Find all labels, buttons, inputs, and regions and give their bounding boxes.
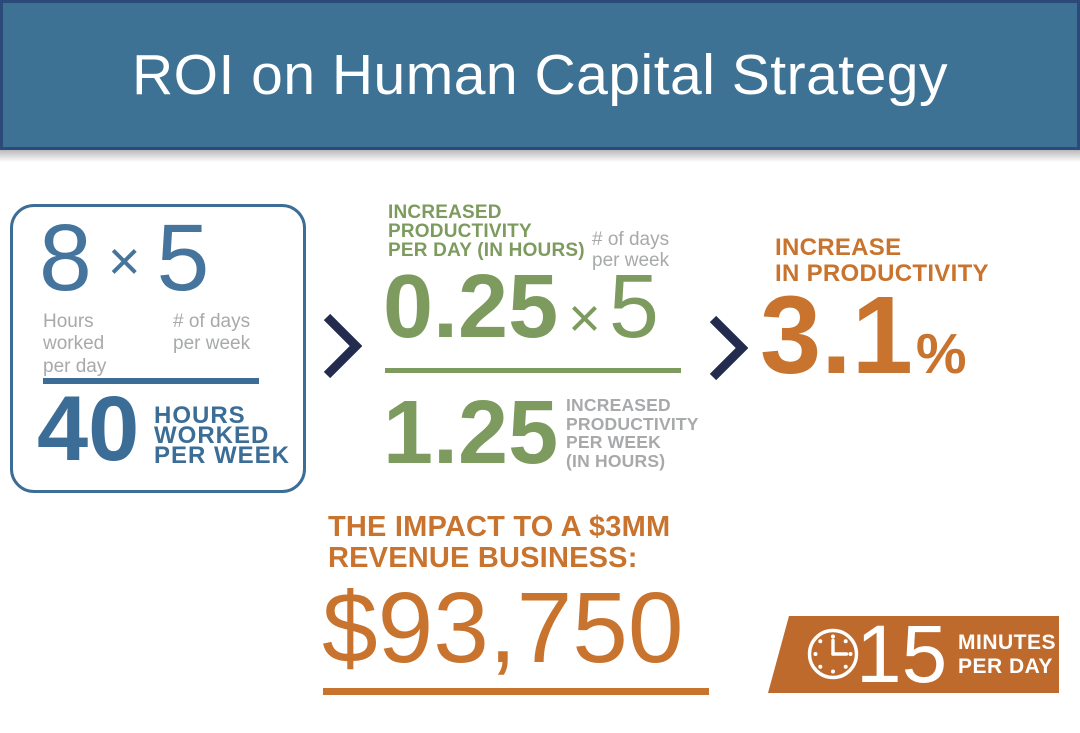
increased-productivity-per-day-label: INCREASED PRODUCTIVITY PER DAY (IN HOURS…: [388, 202, 585, 261]
impact-dollar-value: $93,750: [322, 572, 684, 684]
increase-in-productivity-value: 3.1 %: [760, 281, 967, 391]
total-hours-value: 40: [37, 378, 140, 480]
impact-label: THE IMPACT TO A $3MM REVENUE BUSINESS:: [328, 511, 671, 574]
total-hours-label: HOURS WORKED PER WEEK: [154, 402, 291, 469]
multiply-icon: ×: [107, 228, 141, 292]
hours-fraction-divider: [43, 378, 259, 384]
chevron-right-icon: [323, 313, 362, 379]
minutes-value: 15: [856, 609, 948, 700]
increase-in-productivity-label: INCREASE IN PRODUCTIVITY: [775, 234, 989, 287]
minutes-per-day-badge: 15 MINUTES PER DAY: [768, 616, 1059, 693]
days-per-week-label: # of days per week: [173, 311, 251, 355]
hours-worked-box: 8 × 5 Hours worked per day # of days per…: [10, 204, 306, 493]
chevron-right-icon-2: [709, 315, 748, 381]
days-per-week-label-2: # of days per week: [592, 229, 670, 272]
hours-per-day-label: Hours worked per day: [43, 311, 107, 377]
days-per-week-value: 5: [156, 205, 210, 311]
impact-underline: [323, 688, 709, 695]
productivity-per-day-value: 0.25: [383, 257, 559, 357]
clock-icon: [807, 628, 859, 680]
slide-title: ROI on Human Capital Strategy: [131, 43, 949, 107]
minutes-per-day-label: MINUTES PER DAY: [958, 631, 1056, 678]
increase-percent-value: 3.1: [760, 274, 913, 397]
hours-formula: 8 × 5: [39, 211, 209, 306]
productivity-formula: 0.25 × 5: [383, 262, 659, 352]
title-bar: ROI on Human Capital Strategy: [0, 0, 1080, 150]
productivity-per-week-value: 1.25: [383, 383, 559, 483]
increased-productivity-per-week-label: INCREASED PRODUCTIVITY PER WEEK (IN HOUR…: [566, 395, 699, 471]
hours-per-day-value: 8: [39, 205, 92, 311]
productivity-fraction-divider: [385, 368, 681, 373]
multiply-icon-2: ×: [568, 286, 601, 349]
days-value: 5: [608, 257, 659, 357]
percent-sign: %: [915, 322, 967, 386]
title-bar-shadow: [0, 150, 1080, 162]
